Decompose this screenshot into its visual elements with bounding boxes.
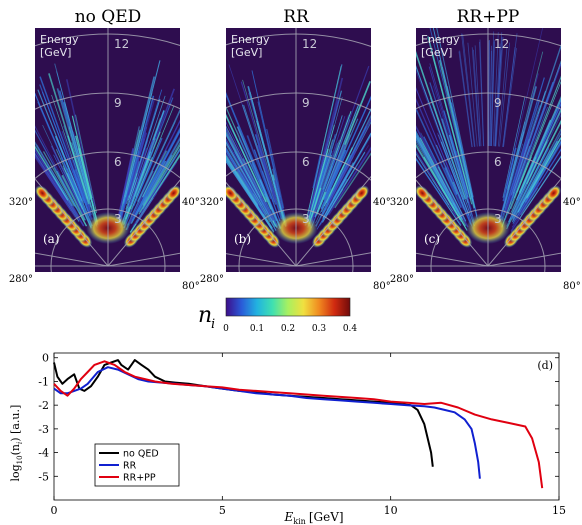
ring-label: 3: [494, 212, 502, 226]
panel-label: (b): [234, 232, 251, 246]
ring-label: 6: [494, 155, 502, 169]
angle-label: 280°: [200, 274, 224, 285]
plot-frame: [53, 352, 560, 501]
angle-label: 280°: [9, 274, 33, 285]
x-tick-label: 10: [384, 504, 398, 517]
colorbar-tick-label: 0: [223, 324, 229, 334]
legend-label: RR+PP: [123, 473, 156, 484]
angle-label: 320°: [390, 197, 414, 208]
angle-label: 320°: [9, 197, 33, 208]
series-line-2: [53, 366, 481, 479]
y-tick-label: -5: [38, 470, 49, 483]
legend-label: no QED: [123, 449, 159, 460]
polar-panel-3: 12 9 6 3 Energy[GeV] (c) RR+PP 320° 40° 280° 80°: [390, 7, 581, 292]
angle-label: 80°: [182, 281, 200, 292]
x-axis-label: Ekin [GeV]: [284, 510, 344, 525]
colorbar: n i 0 0.1 0.2 0.3 0.4: [198, 297, 358, 334]
y-tick-label: -2: [38, 399, 49, 412]
energy-axis-title: Energy: [231, 33, 270, 46]
ring-label: 12: [494, 37, 509, 51]
energy-axis-unit: [GeV]: [40, 46, 71, 59]
panel-label: (c): [424, 232, 440, 246]
angle-spoke: [107, 179, 180, 267]
angle-spoke: [487, 178, 561, 267]
y-tick-label: -1: [38, 375, 49, 388]
x-tick-label: 0: [51, 504, 58, 517]
panel-label: (a): [43, 232, 60, 246]
angle-label: 320°: [200, 197, 224, 208]
panel-title: no QED: [75, 7, 142, 27]
y-tick-label: 0: [42, 352, 49, 365]
colorbar-tick-label: 0.2: [281, 324, 295, 334]
ring-label: 6: [114, 155, 122, 169]
y-axis-label: log10(ni) [a.u.]: [9, 405, 24, 482]
x-tick-label: 15: [552, 504, 566, 517]
angle-spoke: [226, 181, 297, 267]
colorbar-symbol-sub: i: [211, 317, 215, 332]
angle-spoke: [295, 175, 371, 267]
angle-label: 40°: [182, 197, 200, 208]
polar-panel-1: 12 9 6 3 Energy[GeV] (a) no QED 320° 40° 280° 80°: [9, 7, 200, 292]
x-tick-label: 5: [219, 504, 226, 517]
colorbar-tick-label: 0.4: [343, 324, 358, 334]
plot-panel-label: (d): [537, 359, 553, 372]
series-line-3: [53, 360, 544, 489]
ring-label: 9: [114, 96, 122, 110]
panel-title: RR+PP: [457, 7, 520, 27]
ring-label: 9: [302, 96, 310, 110]
colorbar-bar: [225, 297, 351, 317]
angle-label: 80°: [373, 281, 391, 292]
angle-label: 40°: [373, 197, 391, 208]
colorbar-tick-label: 0.1: [250, 324, 264, 334]
colorbar-symbol: n: [198, 303, 212, 328]
ring-label: 3: [302, 212, 310, 226]
polar-panel-2: 12 9 6 3 Energy[GeV] (b) RR 320° 40° 280° 80°: [200, 7, 391, 292]
legend-label: RR: [123, 461, 137, 472]
angle-label: 80°: [563, 281, 581, 292]
ring-label: 12: [302, 37, 317, 51]
energy-axis-unit: [GeV]: [231, 46, 262, 59]
colorbar-tick-label: 0.3: [312, 324, 327, 334]
ring-label: 6: [302, 155, 310, 169]
ring-label: 12: [114, 37, 129, 51]
energy-axis-title: Energy: [40, 33, 79, 46]
ring-label: 3: [114, 212, 122, 226]
energy-axis-title: Energy: [421, 33, 460, 46]
y-tick-label: -4: [38, 447, 49, 460]
energy-axis-unit: [GeV]: [421, 46, 452, 59]
y-tick-label: -3: [38, 423, 49, 436]
angle-spoke: [35, 178, 109, 267]
series-line-1: [53, 359, 434, 467]
ring-label: 9: [494, 96, 502, 110]
angle-label: 40°: [563, 197, 581, 208]
angle-spoke: [416, 179, 489, 267]
panel-title: RR: [283, 7, 310, 27]
angle-label: 280°: [390, 274, 414, 285]
